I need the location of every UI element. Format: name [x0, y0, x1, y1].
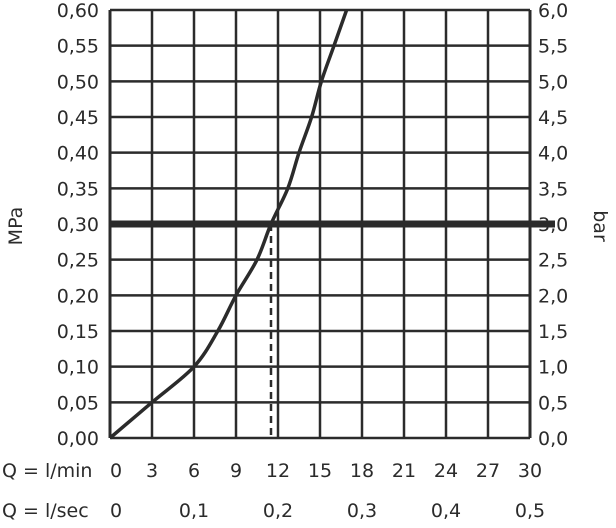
right-tick-label: 0,5: [538, 392, 568, 414]
lsec-tick-label: 0,5: [515, 500, 545, 522]
right-tick-label: 4,0: [538, 143, 568, 165]
lmin-tick-label: 0: [110, 460, 122, 482]
right-tick-label: 3,5: [538, 178, 568, 200]
lmin-tick-label: 30: [518, 460, 542, 482]
left-tick-label: 0,10: [57, 357, 99, 379]
lmin-tick-label: 18: [350, 460, 374, 482]
left-tick-label: 0,20: [57, 285, 99, 307]
lsec-tick-label: 0,2: [263, 500, 293, 522]
left-tick-label: 0,15: [57, 321, 99, 343]
lmin-tick-label: 15: [308, 460, 332, 482]
left-tick-label: 0,25: [57, 250, 99, 272]
right-tick-label: 2,5: [538, 250, 568, 272]
right-tick-label: 1,0: [538, 357, 568, 379]
lmin-tick-label: 21: [392, 460, 416, 482]
tick-labels: 0,00 0,00,05 0,50,10 1,00,15 1,50,20 2,00,25 2…: [57, 0, 569, 522]
right-tick-label: 1,5: [538, 321, 568, 343]
left-tick-label: 0,50: [57, 71, 99, 93]
right-tick-label: 5,5: [538, 36, 568, 58]
right-tick-label: 4,5: [538, 107, 568, 129]
lmin-tick-label: 6: [188, 460, 200, 482]
left-tick-label: 0,35: [57, 178, 99, 200]
left-axis-label: MPa: [5, 207, 27, 246]
lsec-tick-label: 0,3: [347, 500, 377, 522]
x-axis-lmin-label: Q = l/min: [2, 460, 92, 482]
lmin-tick-label: 9: [230, 460, 242, 482]
right-tick-label: 0,0: [538, 428, 568, 450]
right-tick-label: 5,0: [538, 71, 568, 93]
left-tick-label: 0,60: [57, 0, 99, 22]
left-tick-label: 0,05: [57, 392, 99, 414]
x-axis-lsec-label: Q = l/sec: [2, 500, 89, 522]
left-tick-label: 0,55: [57, 36, 99, 58]
lmin-tick-label: 3: [146, 460, 158, 482]
left-tick-label: 0,45: [57, 107, 99, 129]
left-tick-label: 0,00: [57, 428, 99, 450]
lmin-tick-label: 12: [266, 460, 290, 482]
lsec-tick-label: 0,1: [179, 500, 209, 522]
right-tick-label: 2,0: [538, 285, 568, 307]
lsec-tick-label: 0: [110, 500, 122, 522]
lmin-tick-label: 27: [476, 460, 500, 482]
right-axis-label: bar: [589, 210, 611, 242]
pressure-flow-curve: [108, 9, 349, 440]
left-tick-label: 0,30: [57, 214, 99, 236]
left-tick-label: 0,40: [57, 143, 99, 165]
lmin-tick-label: 24: [434, 460, 458, 482]
lsec-tick-label: 0,4: [431, 500, 461, 522]
right-tick-label: 6,0: [538, 0, 568, 22]
